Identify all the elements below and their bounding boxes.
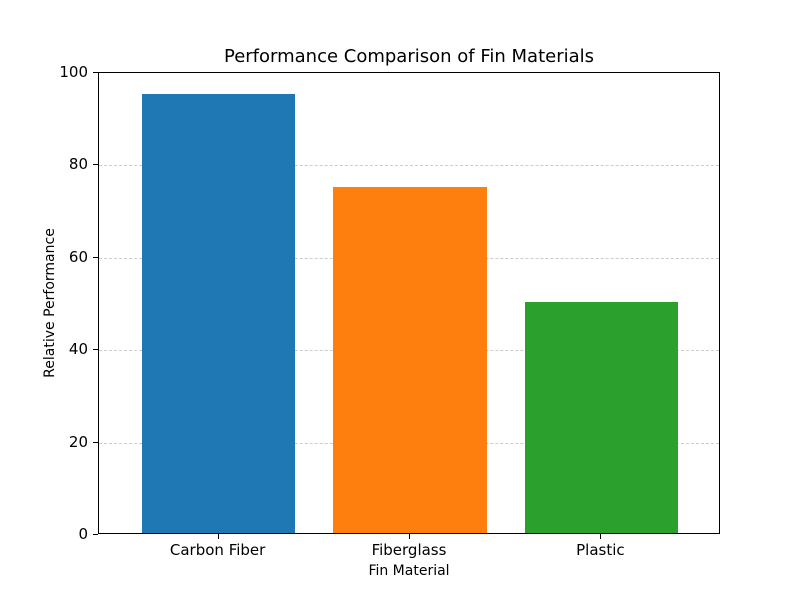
y-tick-mark xyxy=(93,256,98,258)
y-tick-label: 100 xyxy=(59,63,88,81)
bar-plastic xyxy=(524,302,678,533)
x-tick-label: Plastic xyxy=(576,541,625,559)
plot-area xyxy=(98,72,720,534)
x-axis-label: Fin Material xyxy=(368,563,450,579)
y-tick-mark xyxy=(93,441,98,443)
bar-fiberglass xyxy=(333,186,487,533)
gridline xyxy=(99,165,719,167)
y-tick-mark xyxy=(93,72,98,73)
y-tick-label: 20 xyxy=(68,432,88,451)
y-tick-mark xyxy=(93,534,98,535)
y-tick-label: 60 xyxy=(68,247,88,266)
y-tick-label: 0 xyxy=(78,525,88,543)
x-tick-mark xyxy=(409,534,410,539)
y-tick-label: 80 xyxy=(68,155,88,174)
y-tick-mark xyxy=(93,349,98,351)
bar-carbon-fiber xyxy=(142,94,296,533)
x-tick-label: Fiberglass xyxy=(371,541,447,559)
x-tick-mark xyxy=(600,534,602,539)
chart-title: Performance Comparison of Fin Materials xyxy=(223,46,595,67)
x-tick-mark xyxy=(217,534,219,539)
y-tick-mark xyxy=(93,164,98,166)
x-tick-label: Carbon Fiber xyxy=(169,541,266,559)
y-tick-label: 40 xyxy=(68,340,88,359)
